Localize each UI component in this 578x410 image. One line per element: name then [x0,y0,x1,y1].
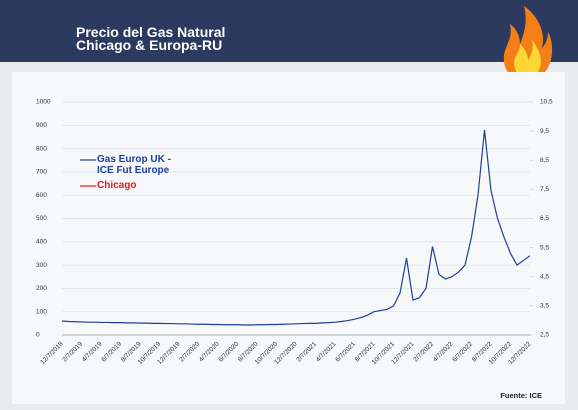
y-tick-label: 600 [36,192,47,199]
chart-panel [12,72,565,404]
chart-subtitle: Chicago & Europa-RU [76,37,223,53]
legend-label: Chicago [97,180,137,191]
y2-tick-label: 4,5 [540,273,549,280]
y2-tick-label: 3,5 [540,303,549,310]
y2-tick-label: 10,5 [540,99,553,106]
y2-tick-label: 6,5 [540,215,549,222]
y-tick-label: 700 [36,169,47,176]
y2-tick-label: 7,5 [540,186,549,193]
y2-tick-label: 5,5 [540,244,549,251]
flame-icon [503,6,553,82]
chart-title: Precio del Gas Natural [76,24,226,40]
y-tick-label: 1000 [36,99,51,106]
y-tick-label: 900 [36,122,47,129]
y-tick-label: 800 [36,145,47,152]
y-tick-label: 500 [36,215,47,222]
source: Fuente: ICE [500,391,542,400]
y-tick-label: 300 [36,262,47,269]
y-tick-label: 200 [36,285,47,292]
y2-tick-label: 9,5 [540,128,549,135]
y-tick-label: 0 [36,332,40,339]
header: Precio del Gas Natural Chicago & Europa-… [0,0,578,82]
legend-label: Gas Europ UK - ICE Fut Europe [97,154,171,176]
x-tick-label: 12/7/2018 [39,340,65,366]
y-tick-label: 400 [36,239,47,246]
y-tick-label: 100 [36,308,47,315]
y2-tick-label: 2,5 [540,332,549,339]
series-line [61,129,531,326]
y2-tick-label: 8,5 [540,157,549,164]
